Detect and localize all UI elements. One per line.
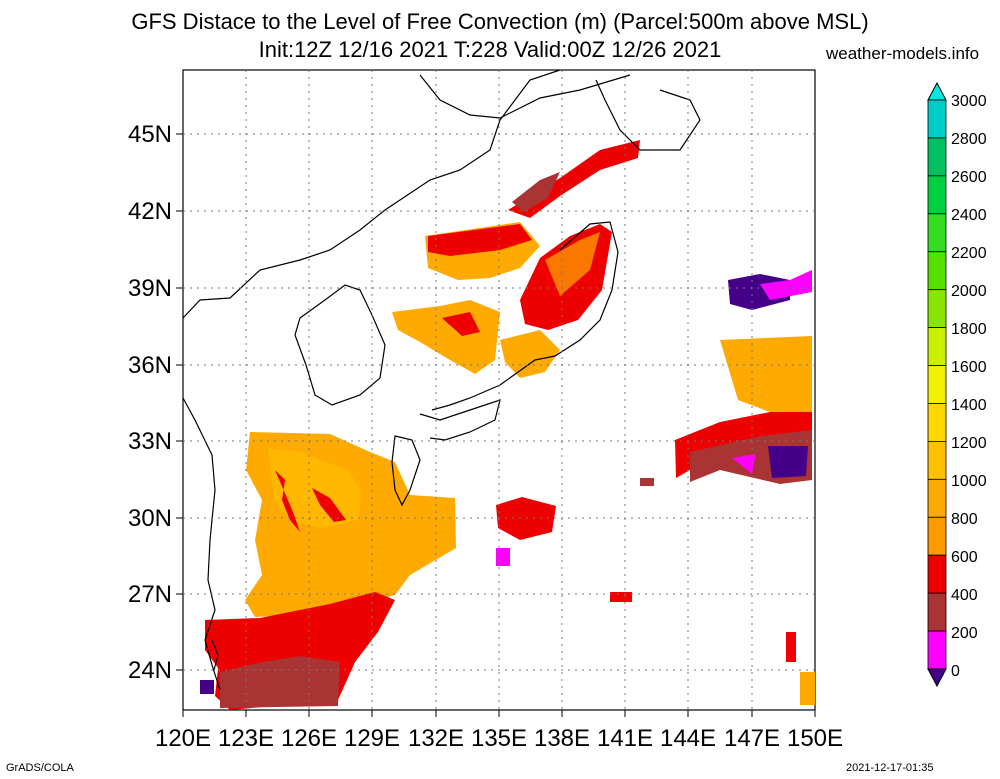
colorbar-label: 800: [951, 511, 978, 528]
lat-label: 30N: [128, 505, 172, 532]
colorbar-cell: [927, 516, 947, 556]
colorbar-label: 2200: [951, 245, 987, 262]
colorbar-label: 2000: [951, 283, 987, 300]
colorbar-cell: [927, 630, 947, 670]
lon-label: 138E: [534, 725, 590, 752]
colorbar-label: 1600: [951, 359, 987, 376]
colorbar-label: 1800: [951, 321, 987, 338]
colorbar-label: 2400: [951, 207, 987, 224]
colorbar-label: 1200: [951, 435, 987, 452]
footer-timestamp: 2021-12-17-01:35: [846, 762, 934, 774]
map-figure: 45N 42N 39N 36N 33N 30N 27N 24N 120E 123…: [128, 69, 987, 752]
field-shading: [200, 140, 815, 710]
lat-label: 33N: [128, 428, 172, 455]
site-label: weather-models.info: [826, 44, 980, 63]
lon-label: 120E: [155, 725, 211, 752]
lon-label: 132E: [408, 725, 464, 752]
footer-source: GrADS/COLA: [6, 762, 74, 774]
lat-label: 24N: [128, 657, 172, 684]
colorbar: 3000 2800 2600 2400 2200 2000 1800 1600 …: [927, 81, 987, 688]
colorbar-label: 1000: [951, 473, 987, 490]
lat-label: 45N: [128, 121, 172, 148]
lon-label: 123E: [218, 725, 274, 752]
colorbar-label: 2600: [951, 169, 987, 186]
graticule: [183, 70, 815, 710]
lat-label: 36N: [128, 352, 172, 379]
colorbar-cell: [927, 99, 947, 139]
colorbar-cell: [927, 365, 947, 404]
lat-label: 42N: [128, 198, 172, 225]
lon-label: 150E: [787, 725, 843, 752]
colorbar-cell: [927, 440, 947, 480]
chart-title: GFS Distace to the Level of Free Convect…: [131, 9, 869, 34]
colorbar-label: 0: [951, 663, 960, 680]
colorbar-bottom-arrow: [927, 668, 947, 688]
lon-label: 135E: [471, 725, 527, 752]
coastlines: [182, 69, 701, 691]
lat-label: 39N: [128, 275, 172, 302]
colorbar-label: 1400: [951, 397, 987, 414]
lon-label: 129E: [344, 725, 400, 752]
lon-label: 147E: [724, 725, 780, 752]
chart-subtitle: Init:12Z 12/16 2021 T:228 Valid:00Z 12/2…: [258, 37, 722, 62]
colorbar-top-arrow: [927, 81, 947, 101]
colorbar-cell: [927, 327, 947, 366]
colorbar-cell: [927, 251, 947, 291]
lat-labels: 45N 42N 39N 36N 33N 30N 27N 24N: [128, 121, 172, 684]
colorbar-cell: [927, 592, 947, 632]
axis-ticks: [176, 133, 816, 717]
colorbar-label: 2800: [951, 131, 987, 148]
colorbar-cell: [927, 289, 947, 328]
colorbar-cell: [927, 175, 947, 215]
colorbar-cell: [927, 137, 947, 177]
colorbar-label: 3000: [951, 93, 987, 110]
colorbar-label: 200: [951, 625, 978, 642]
lat-label: 27N: [128, 581, 172, 608]
colorbar-cell: [927, 554, 947, 594]
lon-label: 141E: [597, 725, 653, 752]
colorbar-label: 600: [951, 549, 978, 566]
lon-label: 126E: [281, 725, 337, 752]
colorbar-label: 400: [951, 587, 978, 604]
colorbar-cell: [927, 403, 947, 442]
colorbar-cell: [927, 213, 947, 253]
colorbar-cell: [927, 478, 947, 518]
lon-label: 144E: [660, 725, 716, 752]
lon-labels: 120E 123E 126E 129E 132E 135E 138E 141E …: [155, 725, 843, 752]
map-panel: 45N 42N 39N 36N 33N 30N 27N 24N 120E 123…: [128, 69, 843, 752]
